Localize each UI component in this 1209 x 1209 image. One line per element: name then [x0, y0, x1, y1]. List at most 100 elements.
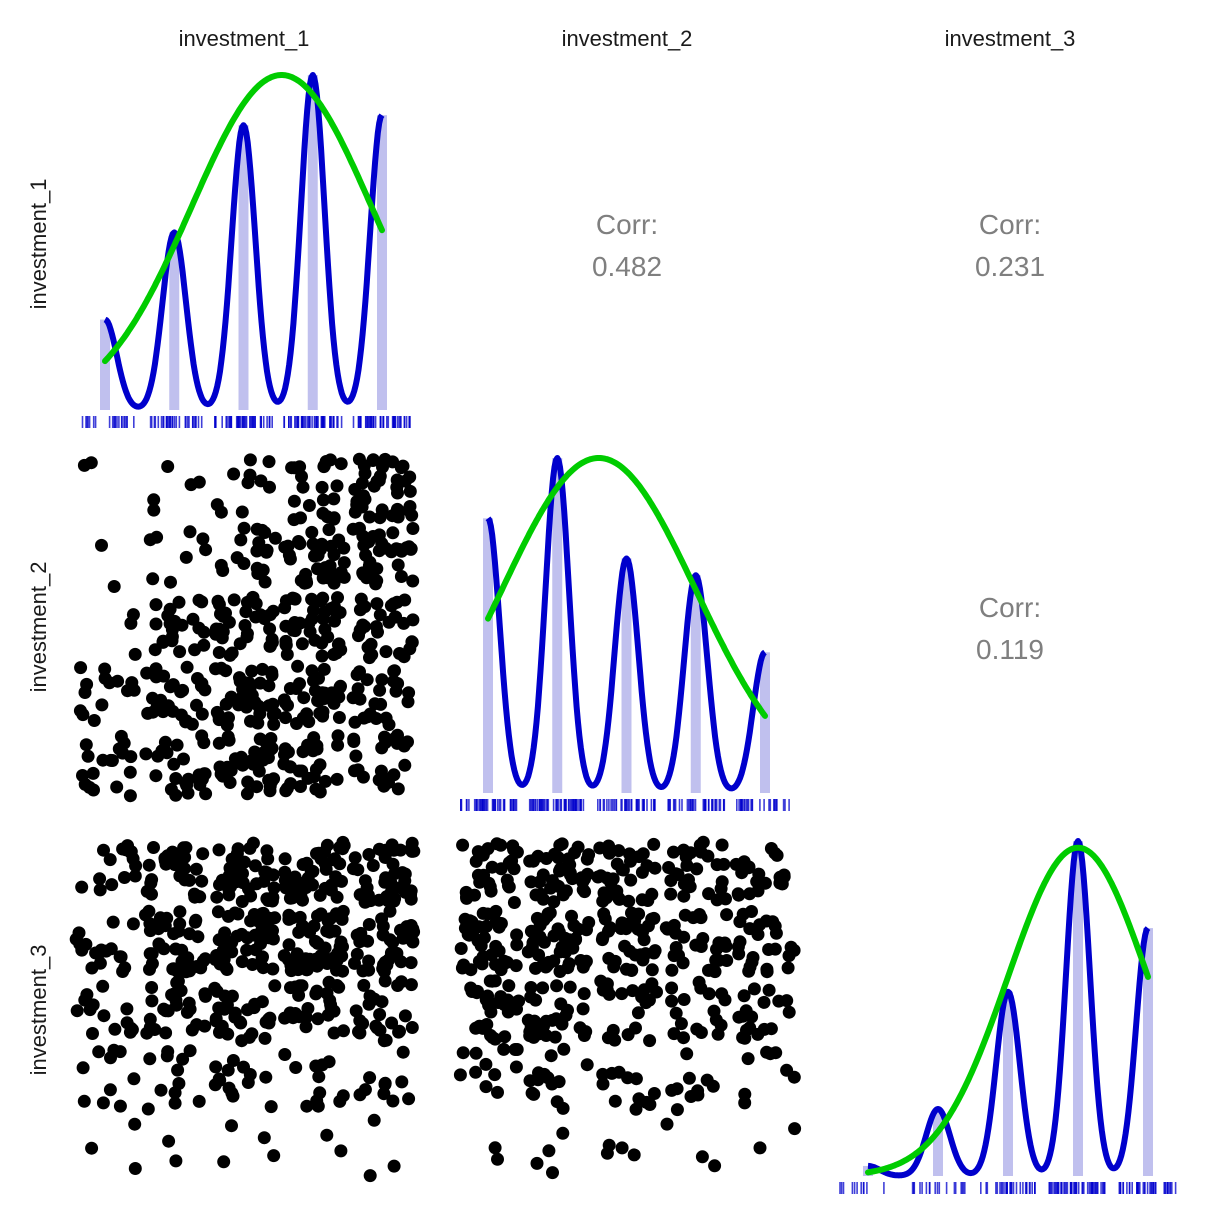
scatter-point — [706, 1079, 720, 1093]
scatter-point — [363, 510, 377, 524]
scatter-point — [145, 981, 159, 994]
scatter-point — [532, 1066, 545, 1080]
scatter-point — [694, 1026, 708, 1039]
histogram-bar-5 — [760, 652, 770, 793]
scatter-point — [199, 787, 213, 801]
scatter-point — [469, 1046, 483, 1060]
scatter-point — [324, 1001, 338, 1015]
scatter-point — [332, 690, 346, 704]
scatter-point — [316, 591, 330, 605]
scatter-point — [89, 946, 103, 960]
scatter-point — [775, 877, 789, 891]
scatter-point — [757, 1022, 771, 1036]
scatter-point — [331, 729, 345, 743]
scatter-point — [128, 1162, 142, 1175]
scatter-point — [384, 545, 398, 559]
scatter-point — [305, 592, 319, 606]
scatter-point — [123, 789, 137, 803]
scatter-point — [350, 928, 364, 942]
scatter-point — [758, 876, 772, 890]
scatter-point — [87, 783, 100, 797]
scatter-point — [315, 480, 329, 494]
scatter-point — [280, 782, 294, 795]
scatter-point — [665, 994, 679, 1008]
scatter-point — [384, 876, 398, 890]
scatter-point — [216, 625, 230, 639]
scatter-point — [240, 630, 254, 644]
scatter-point — [229, 754, 243, 768]
scatter-point — [768, 942, 782, 956]
scatter-point — [406, 574, 420, 588]
scatter-point — [293, 537, 307, 551]
scatter-point — [563, 980, 577, 994]
scatter-point — [696, 835, 710, 849]
scatter-point — [372, 544, 386, 558]
scatter-point — [378, 1076, 392, 1090]
scatter-point — [237, 521, 251, 535]
scatter-point — [350, 668, 364, 682]
scatter-point — [284, 981, 297, 995]
scatter-point — [401, 695, 415, 709]
scatter-point — [743, 922, 757, 936]
rug — [459, 799, 790, 811]
scatter-point — [718, 936, 732, 950]
scatter-point — [277, 693, 291, 707]
scatter-point — [227, 593, 241, 607]
scatter-point — [554, 862, 567, 876]
scatter-point — [788, 1122, 802, 1136]
scatter-point — [677, 993, 691, 1006]
scatter-point — [356, 566, 370, 580]
scatter-point — [377, 1087, 391, 1101]
scatter-point — [241, 1003, 254, 1017]
scatter-point — [168, 1096, 182, 1110]
scatter-point — [124, 750, 138, 764]
scatter-point — [562, 957, 576, 971]
scatter-point — [129, 859, 143, 873]
scatter-point — [169, 851, 183, 865]
scatter-point — [524, 924, 538, 938]
scatter-point — [180, 660, 194, 674]
scatter-point — [498, 1030, 512, 1044]
scatter-point — [479, 1080, 493, 1094]
scatter-point — [337, 556, 351, 570]
scatter-point — [367, 1113, 381, 1127]
scatter-point — [95, 698, 109, 712]
scatter-point — [103, 853, 117, 867]
scatter-point — [625, 915, 639, 929]
scatter-point — [529, 993, 543, 1007]
scatter-point — [256, 753, 270, 767]
scatter-point — [199, 543, 213, 557]
scatter-point — [249, 943, 263, 957]
scatter-point — [650, 985, 663, 999]
scatter-point — [718, 993, 732, 1007]
scatter-point — [453, 1068, 467, 1082]
scatter-point — [394, 843, 407, 857]
scatter-point — [469, 1065, 483, 1079]
scatter-point — [192, 1094, 206, 1108]
scatter-point — [256, 609, 270, 623]
scatter-point — [165, 630, 179, 644]
scatter-point — [600, 1146, 614, 1160]
scatter-point — [309, 1059, 323, 1073]
scatter-point — [580, 923, 593, 937]
scatter-point — [333, 1094, 347, 1108]
scatter-point — [116, 965, 130, 978]
scatter-point — [139, 747, 153, 761]
scatter-point — [266, 697, 280, 711]
scatter-point — [737, 989, 751, 1003]
scatter-point — [192, 475, 206, 489]
scatter-point — [645, 887, 659, 901]
scatter-point — [393, 647, 406, 660]
scatter-point — [330, 479, 344, 493]
histogram-bar-4 — [1073, 841, 1083, 1176]
scatter-point — [176, 683, 190, 697]
scatter-point — [491, 1085, 504, 1099]
scatter-point — [312, 671, 325, 685]
scatter-point — [103, 1083, 117, 1097]
normal-curve — [485, 455, 768, 719]
scatter-point — [183, 525, 197, 539]
scatter-point — [283, 682, 297, 695]
scatter-point — [296, 858, 310, 871]
scatter-point — [391, 728, 404, 742]
scatter-point — [624, 873, 638, 887]
